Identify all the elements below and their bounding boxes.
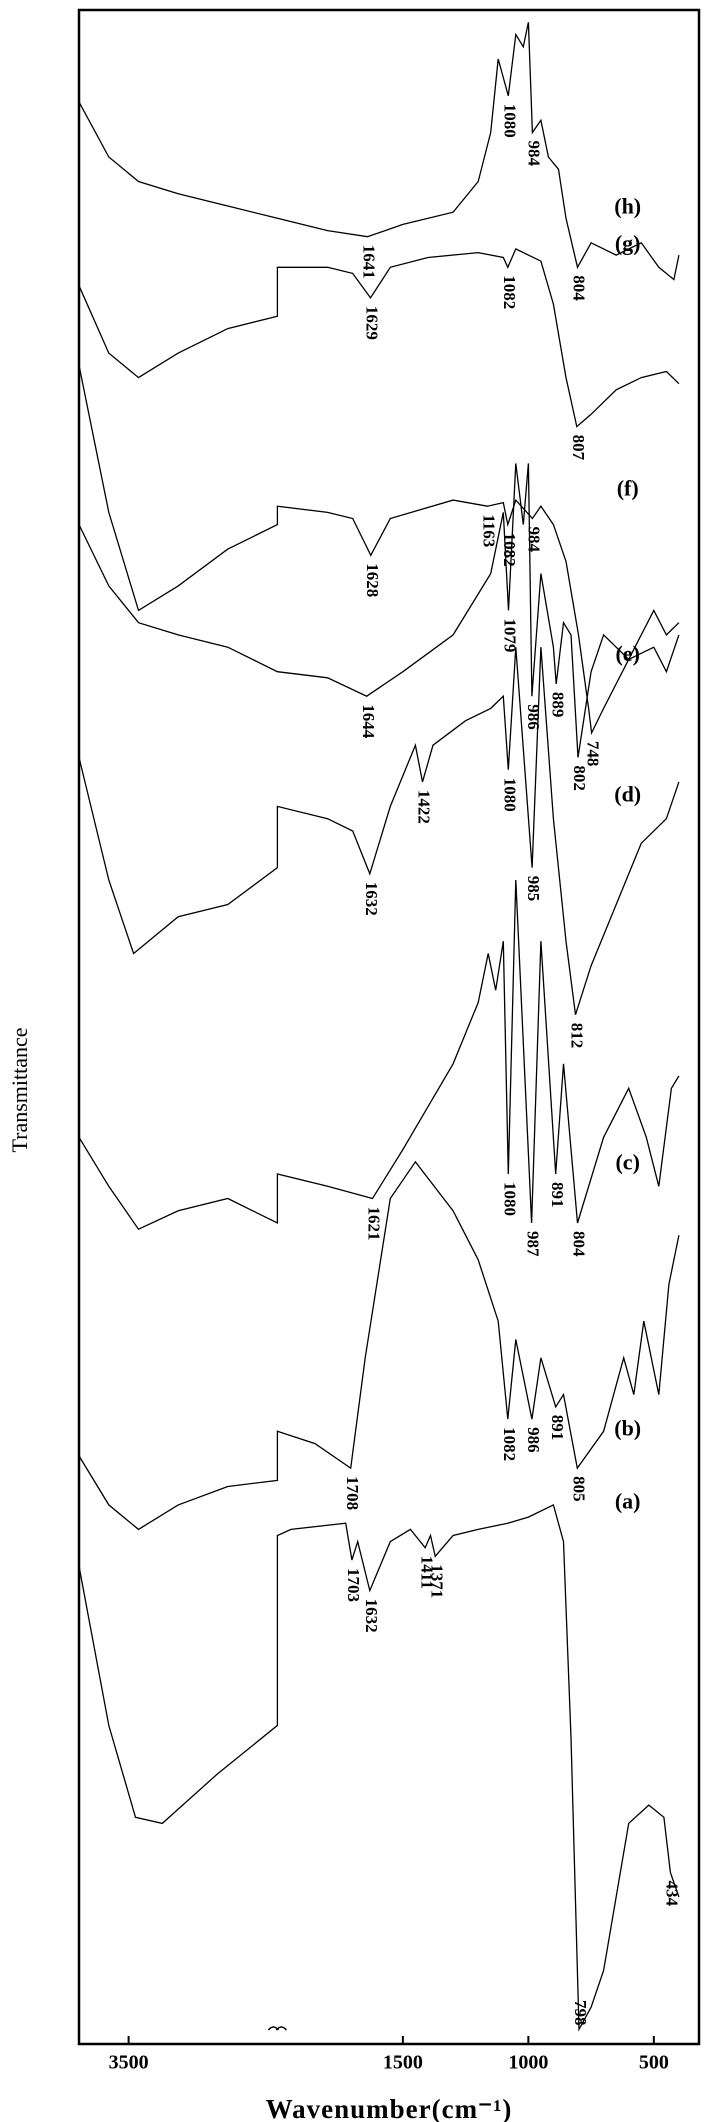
peak-label: 1371 (427, 1564, 446, 1598)
spectrum-line (78, 463, 680, 758)
peak-label: 1632 (362, 882, 381, 916)
peak-label: 1422 (415, 790, 434, 824)
series-label: (a) (615, 1488, 641, 1513)
peak-label: 1080 (500, 104, 519, 138)
x-tick-label: 1000 (508, 2052, 548, 2074)
peak-label: 1163 (479, 514, 498, 547)
peak-label: 1628 (363, 563, 382, 597)
peak-label: 1641 (360, 245, 379, 279)
peak-label: 1629 (363, 306, 382, 340)
peak-label: 1708 (343, 1476, 362, 1510)
peak-label: 805 (569, 1476, 588, 1502)
peak-label: 984 (524, 141, 543, 167)
peak-label: 985 (524, 876, 543, 902)
axis-break (275, 2026, 287, 2031)
peak-label: 1079 (501, 618, 520, 652)
peak-label: 804 (570, 275, 589, 301)
spectrum-line (78, 365, 680, 736)
peak-label: 1080 (500, 1182, 519, 1216)
peak-label: 798 (571, 2000, 590, 2026)
spectrum-line (78, 22, 680, 281)
peak-label: 1082 (500, 1427, 519, 1461)
series-label: (h) (614, 194, 641, 219)
series-label: (c) (615, 1149, 639, 1174)
y-axis-title: Transmittance (7, 1027, 32, 1152)
peak-label: 1082 (500, 533, 519, 567)
peak-label: 984 (524, 527, 543, 553)
peak-label: 807 (569, 435, 588, 461)
peak-label: 804 (570, 1231, 589, 1257)
peak-label: 434 (662, 1881, 681, 1907)
series-label: (g) (615, 230, 641, 255)
peak-label: 748 (584, 741, 603, 767)
peak-label: 986 (524, 1427, 543, 1453)
peak-label: 889 (548, 692, 567, 718)
peak-label: 1632 (362, 1599, 381, 1633)
peak-label: 1080 (500, 778, 519, 812)
x-tick-label: 1500 (383, 2052, 423, 2074)
x-tick-label: 500 (639, 2052, 669, 2074)
peak-label: 1621 (365, 1207, 384, 1241)
peak-label: 1644 (359, 704, 378, 739)
peak-label: 1703 (344, 1568, 363, 1602)
spectrum-line (78, 1503, 680, 2032)
spectrum-line (78, 248, 680, 428)
peak-label: 812 (568, 1023, 587, 1048)
peak-label: 986 (524, 704, 543, 730)
series-label: (f) (617, 475, 639, 500)
spectrum-line (78, 647, 680, 1015)
spectrum-line (78, 1160, 680, 1531)
peak-label: 1411 (417, 1556, 436, 1589)
peak-label: 802 (570, 765, 589, 791)
x-tick-label: 3500 (109, 2052, 149, 2074)
series-label: (d) (614, 782, 641, 807)
series-label: (b) (614, 1415, 641, 1440)
x-axis-title: Wavenumber(cm⁻¹) (266, 2094, 513, 2122)
peak-label: 987 (524, 1231, 543, 1257)
peak-label: 1082 (500, 275, 519, 309)
peak-label: 891 (548, 1415, 567, 1441)
spectrum-line (78, 879, 680, 1231)
peak-label: 891 (548, 1182, 567, 1208)
plot-frame (77, 8, 701, 2046)
